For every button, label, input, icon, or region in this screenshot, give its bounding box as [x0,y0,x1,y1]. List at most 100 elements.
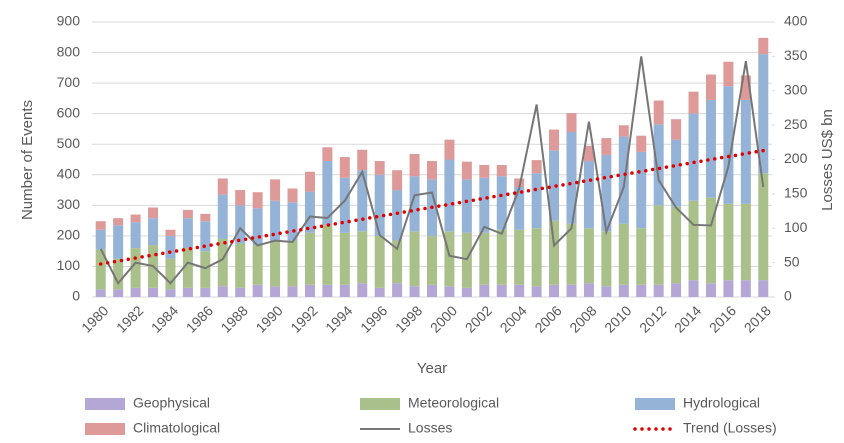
bar [740,75,751,100]
y2-tick-label: 100 [784,219,808,235]
bar [130,214,141,223]
bar [339,284,350,297]
bar [688,113,699,201]
bar [287,240,298,287]
x-tick-label: 2010 [601,302,634,335]
bar [444,159,455,232]
bar [653,124,664,206]
bar [357,231,368,284]
y-tick-label: 900 [57,13,81,29]
bar [583,161,594,229]
bar [182,209,193,219]
x-tick-label: 2018 [741,302,774,335]
legend-swatch [635,398,675,410]
bar [182,287,193,297]
y-tick-label: 0 [72,288,80,304]
y2-tick-label: 400 [784,13,808,29]
bar [409,154,420,177]
line-series [98,148,766,266]
bar [705,99,716,198]
bar [601,231,612,287]
bar [723,280,734,297]
bar [339,232,350,285]
legend-label: Geophysical [133,395,210,411]
x-tick-label: 2004 [497,302,530,335]
bar [705,283,716,297]
bar [514,178,525,187]
bar [461,287,472,297]
bar [113,225,124,259]
bar [165,258,176,290]
bar [200,287,211,297]
y2-tick-label: 150 [784,185,808,201]
y-tick-label: 400 [57,165,81,181]
x-tick-label: 2016 [706,302,739,335]
bar [322,161,333,226]
legend-swatch [85,423,125,435]
bar [583,283,594,297]
bar [304,191,315,233]
bar [514,284,525,297]
bar [235,243,246,288]
x-tick-label: 2006 [531,302,564,335]
x-tick-label: 1984 [148,302,181,335]
legend-label: Losses [408,420,452,436]
bar [304,232,315,285]
legend-label: Meteorological [408,395,499,411]
bar [427,161,437,180]
line-series [99,56,765,286]
bar [671,283,682,297]
bar [566,223,577,285]
bar [130,248,141,288]
y2-tick-label: 350 [784,47,808,63]
bar [392,190,403,241]
x-axis-label: Year [417,360,447,377]
bar [688,200,699,281]
bar [304,284,315,297]
bar [671,206,682,284]
bar [653,284,664,297]
bar [409,286,420,297]
legend-label: Trend (Losses) [683,420,777,436]
bar [636,151,647,229]
bar [461,179,472,233]
x-tick-label: 1990 [252,302,285,335]
bar [182,218,193,249]
x-tick-label: 1982 [113,302,146,335]
bar [322,147,333,162]
bar [270,179,281,201]
bar [566,132,577,224]
bar [496,165,507,177]
bar [235,205,246,244]
y2-tick-label: 200 [784,150,808,166]
bar [479,165,490,178]
bar [392,170,403,191]
bar [304,171,315,192]
y-tick-label: 100 [57,257,81,273]
bar [252,284,263,297]
bar [165,289,176,297]
bar [740,99,751,204]
bar [113,289,124,297]
bar [549,150,560,221]
bar [496,229,507,285]
bar [427,235,437,285]
bar [95,289,106,297]
bar [461,161,472,180]
bar [618,284,629,297]
bar [270,200,281,241]
bar [601,154,612,232]
bar [688,91,699,114]
bar [339,157,350,178]
y-tick-label: 500 [57,135,81,151]
bar [252,245,263,285]
bar [374,174,385,236]
bar [95,249,106,290]
bar [357,149,368,171]
bar [130,287,141,297]
legend-swatch [360,398,400,410]
bar [531,173,542,229]
bar [427,284,437,297]
bar [549,129,560,151]
